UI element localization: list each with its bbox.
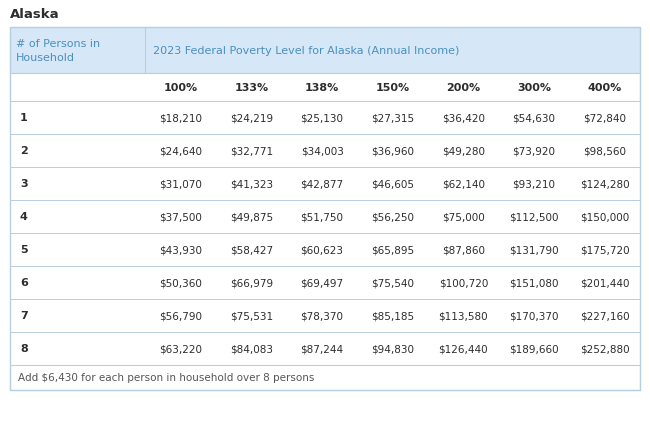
Text: $189,660: $189,660: [509, 344, 559, 354]
Text: 3: 3: [20, 179, 27, 189]
Text: $27,315: $27,315: [371, 113, 414, 123]
Text: 400%: 400%: [588, 83, 622, 93]
Text: 2023 Federal Poverty Level for Alaska (Annual Income): 2023 Federal Poverty Level for Alaska (A…: [153, 46, 460, 56]
Text: $100,720: $100,720: [439, 278, 488, 288]
Text: $36,960: $36,960: [371, 146, 414, 156]
Bar: [10, 365, 640, 390]
Text: $87,860: $87,860: [442, 245, 485, 255]
Text: 8: 8: [20, 344, 28, 354]
Bar: [10, 135, 640, 168]
Text: $112,500: $112,500: [510, 212, 559, 222]
Text: 150%: 150%: [376, 83, 410, 93]
Text: $51,750: $51,750: [300, 212, 344, 222]
Text: $36,420: $36,420: [442, 113, 485, 123]
Bar: [10, 200, 640, 233]
Text: $75,000: $75,000: [442, 212, 485, 222]
Text: $24,640: $24,640: [159, 146, 202, 156]
Text: 4: 4: [20, 212, 28, 222]
Text: $43,930: $43,930: [159, 245, 202, 255]
Text: $175,720: $175,720: [580, 245, 629, 255]
Text: $93,210: $93,210: [512, 179, 556, 189]
Text: $54,630: $54,630: [512, 113, 556, 123]
Text: $69,497: $69,497: [300, 278, 344, 288]
Text: $170,370: $170,370: [510, 311, 559, 321]
Text: $113,580: $113,580: [439, 311, 488, 321]
Text: 200%: 200%: [447, 83, 480, 93]
Bar: [10, 74, 640, 102]
Text: $87,244: $87,244: [300, 344, 344, 354]
Text: $41,323: $41,323: [230, 179, 273, 189]
Text: $131,790: $131,790: [509, 245, 559, 255]
Text: $25,130: $25,130: [300, 113, 344, 123]
Text: $32,771: $32,771: [230, 146, 273, 156]
Text: 138%: 138%: [305, 83, 339, 93]
Text: $18,210: $18,210: [159, 113, 202, 123]
Text: $31,070: $31,070: [159, 179, 202, 189]
Text: $24,219: $24,219: [230, 113, 273, 123]
Text: $75,540: $75,540: [371, 278, 414, 288]
Bar: [10, 28, 640, 390]
Text: $66,979: $66,979: [230, 278, 273, 288]
Text: $37,500: $37,500: [159, 212, 202, 222]
Bar: [10, 332, 640, 365]
Text: $49,875: $49,875: [230, 212, 273, 222]
Bar: [10, 28, 640, 74]
Text: $84,083: $84,083: [230, 344, 273, 354]
Text: $60,623: $60,623: [300, 245, 344, 255]
Bar: [10, 168, 640, 200]
Text: $78,370: $78,370: [300, 311, 344, 321]
Text: Alaska: Alaska: [10, 8, 60, 21]
Text: $124,280: $124,280: [580, 179, 629, 189]
Text: $58,427: $58,427: [230, 245, 273, 255]
Text: 2: 2: [20, 146, 28, 156]
Text: $42,877: $42,877: [300, 179, 344, 189]
Bar: [10, 299, 640, 332]
Text: # of Persons in
Household: # of Persons in Household: [16, 39, 100, 62]
Text: $126,440: $126,440: [439, 344, 488, 354]
Text: $151,080: $151,080: [510, 278, 559, 288]
Bar: [10, 102, 640, 135]
Text: $252,880: $252,880: [580, 344, 629, 354]
Text: $150,000: $150,000: [580, 212, 629, 222]
Text: $201,440: $201,440: [580, 278, 629, 288]
Text: 5: 5: [20, 245, 27, 255]
Text: $34,003: $34,003: [301, 146, 343, 156]
Text: 7: 7: [20, 311, 28, 321]
Text: $49,280: $49,280: [442, 146, 485, 156]
Text: $227,160: $227,160: [580, 311, 629, 321]
Text: 133%: 133%: [235, 83, 268, 93]
Text: $62,140: $62,140: [442, 179, 485, 189]
Text: $75,531: $75,531: [230, 311, 273, 321]
Text: 300%: 300%: [517, 83, 551, 93]
Text: $50,360: $50,360: [159, 278, 202, 288]
Text: $46,605: $46,605: [371, 179, 414, 189]
Text: 6: 6: [20, 278, 28, 288]
Text: 1: 1: [20, 113, 28, 123]
Bar: [10, 233, 640, 266]
Text: $56,790: $56,790: [159, 311, 202, 321]
Text: $94,830: $94,830: [371, 344, 414, 354]
Text: $85,185: $85,185: [371, 311, 414, 321]
Text: $73,920: $73,920: [512, 146, 556, 156]
Text: $72,840: $72,840: [583, 113, 626, 123]
Text: $98,560: $98,560: [583, 146, 626, 156]
Text: $63,220: $63,220: [159, 344, 202, 354]
Text: $65,895: $65,895: [371, 245, 414, 255]
Text: $56,250: $56,250: [371, 212, 414, 222]
Text: Add $6,430 for each person in household over 8 persons: Add $6,430 for each person in household …: [18, 373, 315, 383]
Bar: [10, 266, 640, 299]
Text: 100%: 100%: [164, 83, 198, 93]
